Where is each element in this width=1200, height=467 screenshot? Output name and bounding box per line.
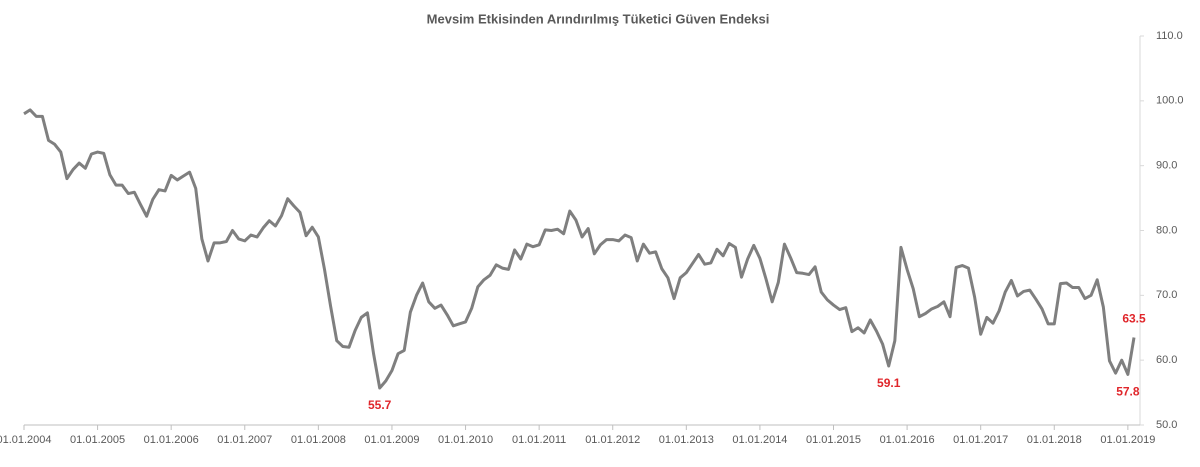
x-tick-label: 01.01.2013	[659, 434, 714, 446]
x-tick-label: 01.01.2019	[1100, 434, 1155, 446]
x-tick-label: 01.01.2012	[585, 434, 640, 446]
x-tick-label: 01.01.2016	[880, 434, 935, 446]
data-label: 63.5	[1122, 312, 1146, 326]
x-tick-label: 01.01.2011	[512, 434, 566, 446]
data-label: 59.1	[877, 376, 901, 390]
x-tick-label: 01.01.2010	[438, 434, 493, 446]
y-tick-label: 90.0	[1156, 160, 1177, 172]
x-tick-label: 01.01.2004	[0, 434, 52, 446]
y-tick-label: 100.0	[1156, 95, 1184, 107]
y-tick-label: 50.0	[1156, 419, 1177, 431]
data-label: 55.7	[368, 398, 392, 412]
x-tick-label: 01.01.2006	[144, 434, 199, 446]
data-line	[23, 108, 1136, 390]
x-tick-label: 01.01.2015	[806, 434, 861, 446]
x-tick-label: 01.01.2017	[953, 434, 1008, 446]
y-tick-label: 110.0	[1156, 30, 1183, 42]
x-tick-label: 01.01.2005	[70, 434, 125, 446]
y-tick-label: 80.0	[1156, 224, 1177, 236]
chart-title: Mevsim Etkisinden Arındırılmış Tüketici …	[427, 11, 770, 26]
y-tick-label: 60.0	[1156, 354, 1177, 366]
x-tick-label: 01.01.2009	[364, 434, 419, 446]
x-tick-label: 01.01.2014	[732, 434, 787, 446]
x-tick-label: 01.01.2008	[291, 434, 346, 446]
data-label: 57.8	[1116, 385, 1140, 399]
x-tick-label: 01.01.2018	[1027, 434, 1082, 446]
x-tick-label: 01.01.2007	[217, 434, 272, 446]
y-tick-label: 70.0	[1156, 289, 1177, 301]
